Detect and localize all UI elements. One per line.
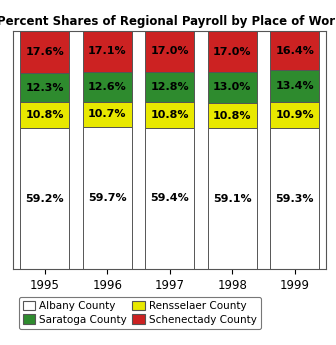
Bar	[270, 70, 319, 102]
Bar	[145, 31, 194, 71]
Bar	[83, 101, 132, 127]
Bar	[208, 128, 257, 269]
Text: 13.4%: 13.4%	[276, 81, 314, 91]
Text: 10.9%: 10.9%	[276, 110, 314, 120]
Bar	[145, 128, 194, 269]
Bar	[83, 31, 132, 71]
Text: 59.4%: 59.4%	[150, 194, 189, 204]
Text: 10.8%: 10.8%	[151, 110, 189, 120]
Text: 59.3%: 59.3%	[276, 194, 314, 204]
Text: 10.7%: 10.7%	[88, 109, 126, 119]
Text: 10.8%: 10.8%	[213, 110, 251, 120]
Text: 16.4%: 16.4%	[275, 46, 314, 56]
Bar	[208, 72, 257, 103]
Text: 10.8%: 10.8%	[26, 110, 64, 120]
Text: 13.0%: 13.0%	[213, 82, 251, 92]
Text: 59.1%: 59.1%	[213, 194, 251, 204]
Bar	[20, 128, 69, 269]
Bar	[208, 103, 257, 128]
Title: Percent Shares of Regional Payroll by Place of Work: Percent Shares of Regional Payroll by Pl…	[0, 16, 336, 29]
Bar	[145, 71, 194, 102]
Text: 59.7%: 59.7%	[88, 193, 126, 203]
Text: 17.6%: 17.6%	[25, 47, 64, 57]
Bar	[270, 31, 319, 70]
Legend: Albany County, Saratoga County, Rensselaer County, Schenectady County: Albany County, Saratoga County, Renssela…	[19, 297, 261, 329]
Bar	[270, 102, 319, 128]
Text: 17.1%: 17.1%	[88, 46, 126, 56]
Text: 17.0%: 17.0%	[213, 47, 251, 57]
Bar	[83, 71, 132, 101]
Text: 12.3%: 12.3%	[26, 83, 64, 93]
Bar	[20, 31, 69, 73]
Text: 12.8%: 12.8%	[151, 82, 189, 92]
Bar	[270, 128, 319, 269]
Bar	[20, 102, 69, 128]
Bar	[83, 127, 132, 269]
Bar	[208, 31, 257, 72]
Text: 59.2%: 59.2%	[26, 194, 64, 204]
Bar	[20, 73, 69, 102]
Text: 12.6%: 12.6%	[88, 81, 127, 91]
Bar	[145, 102, 194, 128]
Text: 17.0%: 17.0%	[151, 46, 189, 56]
